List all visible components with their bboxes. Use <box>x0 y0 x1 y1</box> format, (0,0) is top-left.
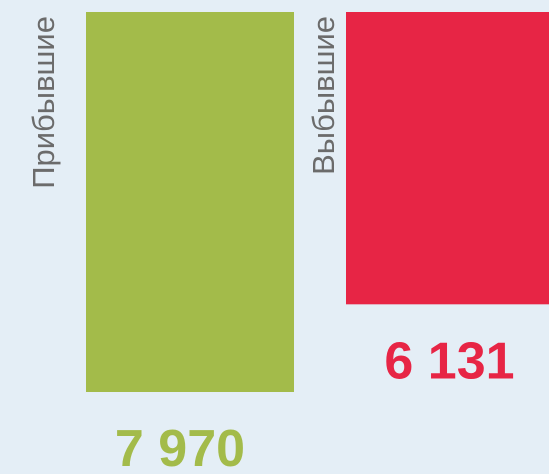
category-label: Выбывшие <box>306 16 341 175</box>
bar <box>346 12 549 305</box>
category-label: Прибывшие <box>26 16 61 189</box>
bar <box>86 12 294 392</box>
value-label: 6 131 <box>384 332 514 390</box>
value-label: 7 970 <box>115 420 245 474</box>
